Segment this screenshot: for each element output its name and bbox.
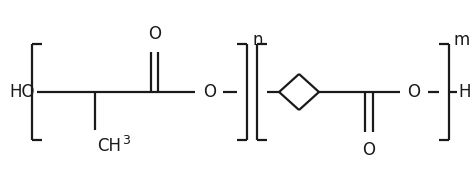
Text: O: O xyxy=(148,25,161,43)
Text: HO: HO xyxy=(9,83,35,101)
Text: 3: 3 xyxy=(122,133,129,146)
Text: H: H xyxy=(458,83,471,101)
Text: O: O xyxy=(362,141,375,159)
Text: CH: CH xyxy=(97,137,121,155)
Text: O: O xyxy=(407,83,420,101)
Text: n: n xyxy=(252,31,263,49)
Text: O: O xyxy=(203,83,216,101)
Text: m: m xyxy=(454,31,470,49)
